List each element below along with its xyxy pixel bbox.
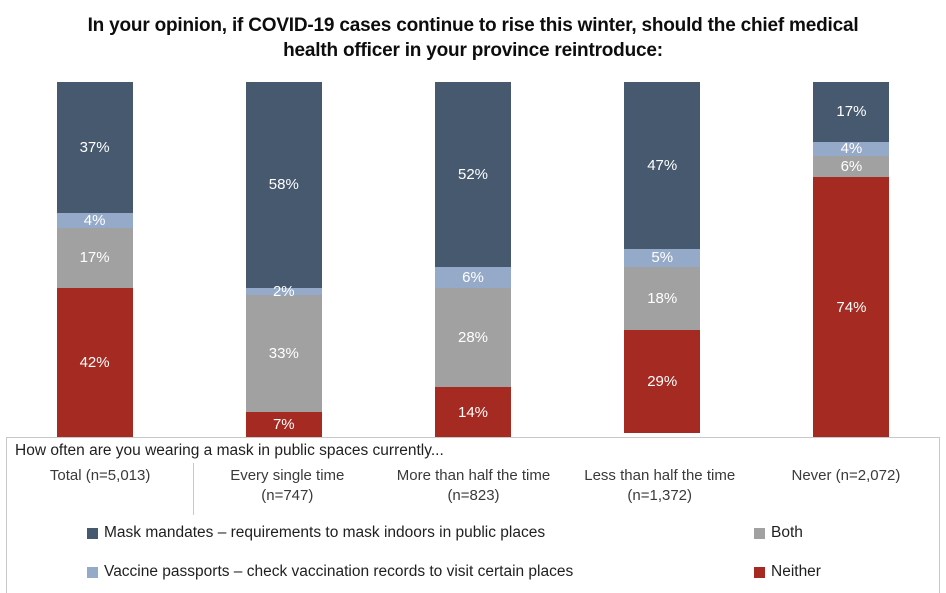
bar-segment: 17% [56,227,133,288]
stacked-bar: 37% 4% 17% 42% [56,82,133,437]
legend-item-both: Both [754,524,803,542]
category-label: Less than half the time (n=1,372) [584,467,736,504]
bar-segment: 5% [624,248,701,267]
axis-footer-box: How often are you wearing a mask in publ… [6,437,940,593]
segment-value-label: 33% [268,345,299,363]
bar-segment: 14% [435,387,511,437]
segment-value-label: 6% [462,268,484,286]
stacked-bar: 52% 6% 28% 14% [435,82,511,437]
x-axis-question: How often are you wearing a mask in publ… [15,442,444,459]
bar-column: 17% 4% 6% 74% [757,82,946,437]
legend: Mask mandates – requirements to mask ind… [87,524,925,593]
segment-value-label: 42% [79,353,110,371]
segment-value-label: 17% [79,249,110,267]
bar-column: 37% 4% 17% 42% [0,82,189,437]
legend-label: Vaccine passports – check vaccination re… [104,563,574,580]
bar-column: 58% 2% 33% 7% [189,82,378,437]
legend-item-neither: Neither [754,563,821,581]
bar-segment: 47% [624,82,701,249]
stacked-bar: 17% 4% 6% 74% [813,82,890,437]
segment-value-label: 29% [647,373,678,391]
segment-value-label: 6% [840,157,863,175]
legend-item-mask-mandates: Mask mandates – requirements to mask ind… [87,524,754,542]
bar-segment: 28% [435,287,511,388]
segment-value-label: 47% [647,156,678,174]
category-label: Every single time (n=747) [230,467,345,504]
bar-column: 52% 6% 28% 14% [378,82,567,437]
legend-row: Vaccine passports – check vaccination re… [87,563,925,581]
legend-label: Neither [771,563,821,580]
legend-item-vaccine-passports: Vaccine passports – check vaccination re… [87,563,754,581]
bar-segment: 6% [435,266,511,288]
segment-value-label: 4% [840,140,863,158]
segment-value-label: 17% [836,103,867,121]
bar-segment: 18% [624,266,701,331]
bar-column: 47% 5% 18% 29% [568,82,757,437]
segment-value-label: 5% [651,249,674,267]
stacked-bar: 47% 5% 18% 29% [624,82,701,437]
segment-value-label: 37% [79,139,110,157]
segment-value-label: 28% [457,329,489,347]
bar-segment: 33% [245,294,322,413]
segment-value-label: 4% [83,211,106,229]
segment-value-label: 18% [647,290,678,308]
category-axis: Total (n=5,013) Every single time (n=747)… [7,463,939,515]
stacked-bar: 58% 2% 33% 7% [245,82,322,437]
legend-label: Both [771,524,803,541]
vaccine-passports-swatch-icon [87,566,98,578]
segment-value-label: 14% [457,403,489,421]
both-swatch-icon [754,527,765,539]
bar-segment: 74% [813,177,890,437]
bar-segment: 4% [56,211,133,229]
bar-segment: 29% [624,330,701,434]
legend-label: Mask mandates – requirements to mask ind… [104,524,546,541]
bar-segment: 58% [245,82,322,288]
neither-swatch-icon [754,566,765,578]
legend-row: Mask mandates – requirements to mask ind… [87,524,925,542]
segment-value-label: 58% [268,176,299,194]
bar-segment: 7% [245,412,322,437]
category-label: Total (n=5,013) [7,463,195,515]
segment-value-label: 52% [457,165,489,183]
bar-segment: 37% [56,82,133,214]
segment-value-label: 74% [836,298,867,316]
segment-value-label: 2% [272,282,295,300]
mask-mandates-swatch-icon [87,527,98,539]
bar-segment: 17% [813,82,890,142]
bar-segment: 42% [56,287,133,437]
bar-segment: 6% [813,155,890,177]
bar-segment: 4% [813,140,890,158]
category-label: Never (n=2,072) [791,467,901,484]
plot-area: 37% 4% 17% 42% 58% 2% 33% 7% 52% 6% 28% 14% 47% 5% 18%… [0,82,946,437]
bar-segment: 2% [245,284,322,299]
chart-title: In your opinion, if COVID-19 cases conti… [87,15,859,62]
category-label: More than half the time (n=823) [396,467,551,504]
segment-value-label: 7% [272,416,295,434]
bar-segment: 52% [435,82,511,267]
